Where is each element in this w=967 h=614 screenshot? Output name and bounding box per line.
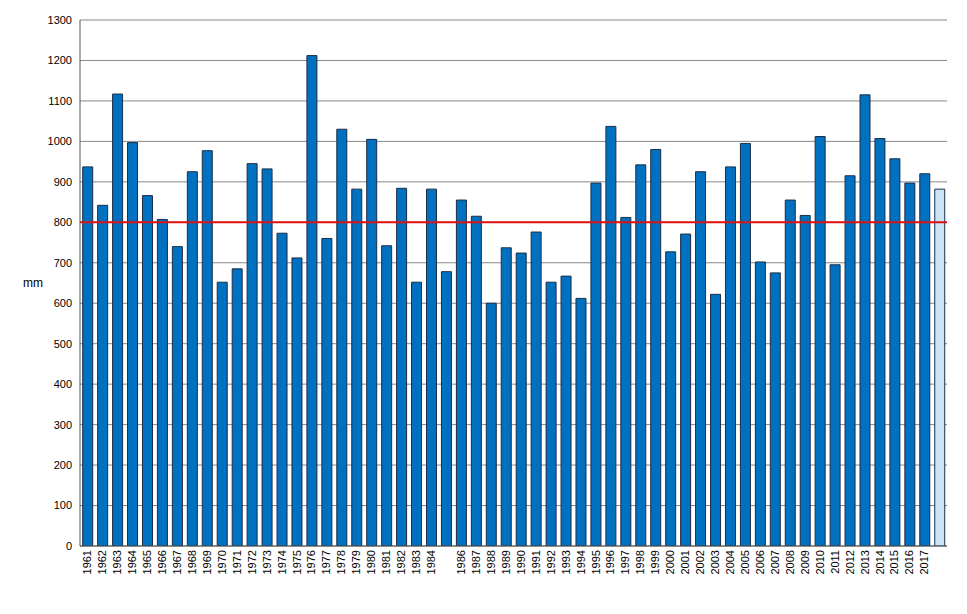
svg-text:1991: 1991 [530, 550, 542, 574]
svg-text:1974: 1974 [276, 550, 288, 574]
svg-text:1998: 1998 [634, 550, 646, 574]
svg-text:1976: 1976 [306, 550, 318, 574]
svg-text:1982: 1982 [395, 550, 407, 574]
svg-text:mm: mm [23, 276, 43, 290]
svg-text:1997: 1997 [619, 550, 631, 574]
svg-text:2016: 2016 [903, 550, 915, 574]
svg-text:1993: 1993 [560, 550, 572, 574]
svg-text:1978: 1978 [335, 550, 347, 574]
svg-text:1977: 1977 [320, 550, 332, 574]
svg-text:1200: 1200 [48, 54, 72, 66]
svg-text:2004: 2004 [724, 550, 736, 574]
svg-text:1961: 1961 [81, 550, 93, 574]
svg-text:1972: 1972 [246, 550, 258, 574]
svg-text:1983: 1983 [410, 550, 422, 574]
svg-text:2002: 2002 [694, 550, 706, 574]
svg-text:1981: 1981 [380, 550, 392, 574]
svg-text:300: 300 [54, 419, 72, 431]
svg-text:2008: 2008 [784, 550, 796, 574]
svg-text:800: 800 [54, 216, 72, 228]
svg-text:1965: 1965 [141, 550, 153, 574]
svg-text:1987: 1987 [470, 550, 482, 574]
svg-text:1989: 1989 [500, 550, 512, 574]
svg-text:2014: 2014 [874, 550, 886, 574]
svg-text:1969: 1969 [201, 550, 213, 574]
svg-text:2000: 2000 [664, 550, 676, 574]
svg-text:1300: 1300 [48, 14, 72, 26]
svg-text:1994: 1994 [575, 550, 587, 574]
svg-text:1996: 1996 [604, 550, 616, 574]
svg-text:2012: 2012 [844, 550, 856, 574]
svg-text:1975: 1975 [291, 550, 303, 574]
svg-text:2017: 2017 [918, 550, 930, 574]
svg-text:2005: 2005 [739, 550, 751, 574]
svg-text:100: 100 [54, 499, 72, 511]
svg-text:1980: 1980 [365, 550, 377, 574]
svg-text:1973: 1973 [261, 550, 273, 574]
svg-text:1964: 1964 [126, 550, 138, 574]
svg-text:1992: 1992 [545, 550, 557, 574]
svg-text:2006: 2006 [754, 550, 766, 574]
svg-text:1986: 1986 [455, 550, 467, 574]
svg-text:1988: 1988 [485, 550, 497, 574]
svg-text:500: 500 [54, 338, 72, 350]
svg-text:2007: 2007 [769, 550, 781, 574]
svg-text:400: 400 [54, 378, 72, 390]
svg-text:2010: 2010 [814, 550, 826, 574]
svg-text:600: 600 [54, 297, 72, 309]
svg-text:1970: 1970 [216, 550, 228, 574]
svg-text:1966: 1966 [156, 550, 168, 574]
svg-text:0: 0 [66, 540, 72, 552]
svg-text:200: 200 [54, 459, 72, 471]
svg-text:2001: 2001 [679, 550, 691, 574]
svg-text:1963: 1963 [111, 550, 123, 574]
svg-text:1999: 1999 [649, 550, 661, 574]
svg-text:2011: 2011 [829, 550, 841, 574]
svg-text:1990: 1990 [515, 550, 527, 574]
svg-text:1000: 1000 [48, 135, 72, 147]
svg-text:700: 700 [54, 257, 72, 269]
svg-text:2003: 2003 [709, 550, 721, 574]
svg-text:2015: 2015 [888, 550, 900, 574]
svg-text:900: 900 [54, 176, 72, 188]
svg-text:2009: 2009 [799, 550, 811, 574]
svg-text:2013: 2013 [859, 550, 871, 574]
svg-text:1984: 1984 [425, 550, 437, 574]
svg-text:1968: 1968 [186, 550, 198, 574]
svg-text:1100: 1100 [48, 95, 72, 107]
svg-text:1995: 1995 [590, 550, 602, 574]
svg-text:1962: 1962 [96, 550, 108, 574]
svg-text:1971: 1971 [231, 550, 243, 574]
svg-text:1967: 1967 [171, 550, 183, 574]
svg-text:1979: 1979 [350, 550, 362, 574]
